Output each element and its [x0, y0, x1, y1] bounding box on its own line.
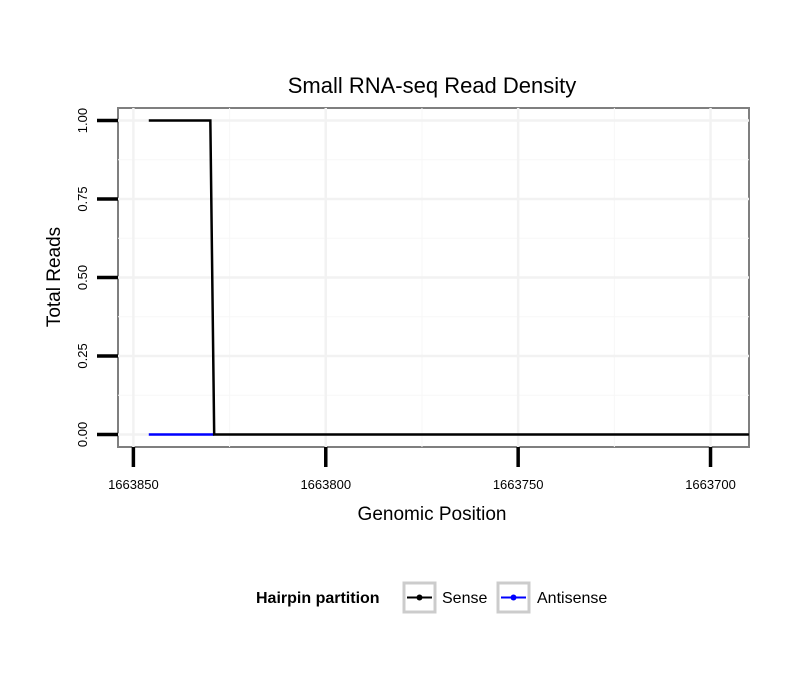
- x-axis-label: Genomic Position: [358, 504, 507, 525]
- legend-item-sense: Sense: [402, 581, 487, 614]
- y-tick-label: 0.25: [75, 343, 90, 368]
- y-axis-label: Total Reads: [44, 227, 65, 327]
- legend-key-point: [416, 594, 423, 601]
- legend-items: Sense Antisense: [402, 581, 607, 614]
- y-tick-label: 0.50: [75, 265, 90, 290]
- legend-title: Hairpin partition: [256, 590, 380, 607]
- legend: Hairpin partition Sense Antisense: [256, 581, 607, 614]
- x-tick-label: 1663800: [300, 477, 351, 492]
- y-tick-label: 0.00: [75, 422, 90, 447]
- y-tick-label: 1.00: [75, 108, 90, 133]
- legend-key-point: [510, 594, 517, 601]
- chart-title: Small RNA-seq Read Density: [288, 73, 577, 98]
- series-line-sense: [148, 119, 749, 436]
- x-tick-label: 1663750: [493, 477, 544, 492]
- legend-item-label: Antisense: [537, 590, 607, 607]
- x-tick-label: 1663850: [108, 477, 159, 492]
- y-axis: 0.00 0.25 0.50 0.75 1.00: [75, 108, 118, 447]
- series-layer: [148, 119, 749, 436]
- legend-item-label: Sense: [442, 590, 487, 607]
- x-tick-label: 1663700: [685, 477, 736, 492]
- legend-item-antisense: Antisense: [496, 581, 607, 614]
- y-tick-label: 0.75: [75, 186, 90, 211]
- x-axis: 1663850 1663800 1663750 1663700: [108, 447, 736, 492]
- grid-major: [118, 108, 749, 447]
